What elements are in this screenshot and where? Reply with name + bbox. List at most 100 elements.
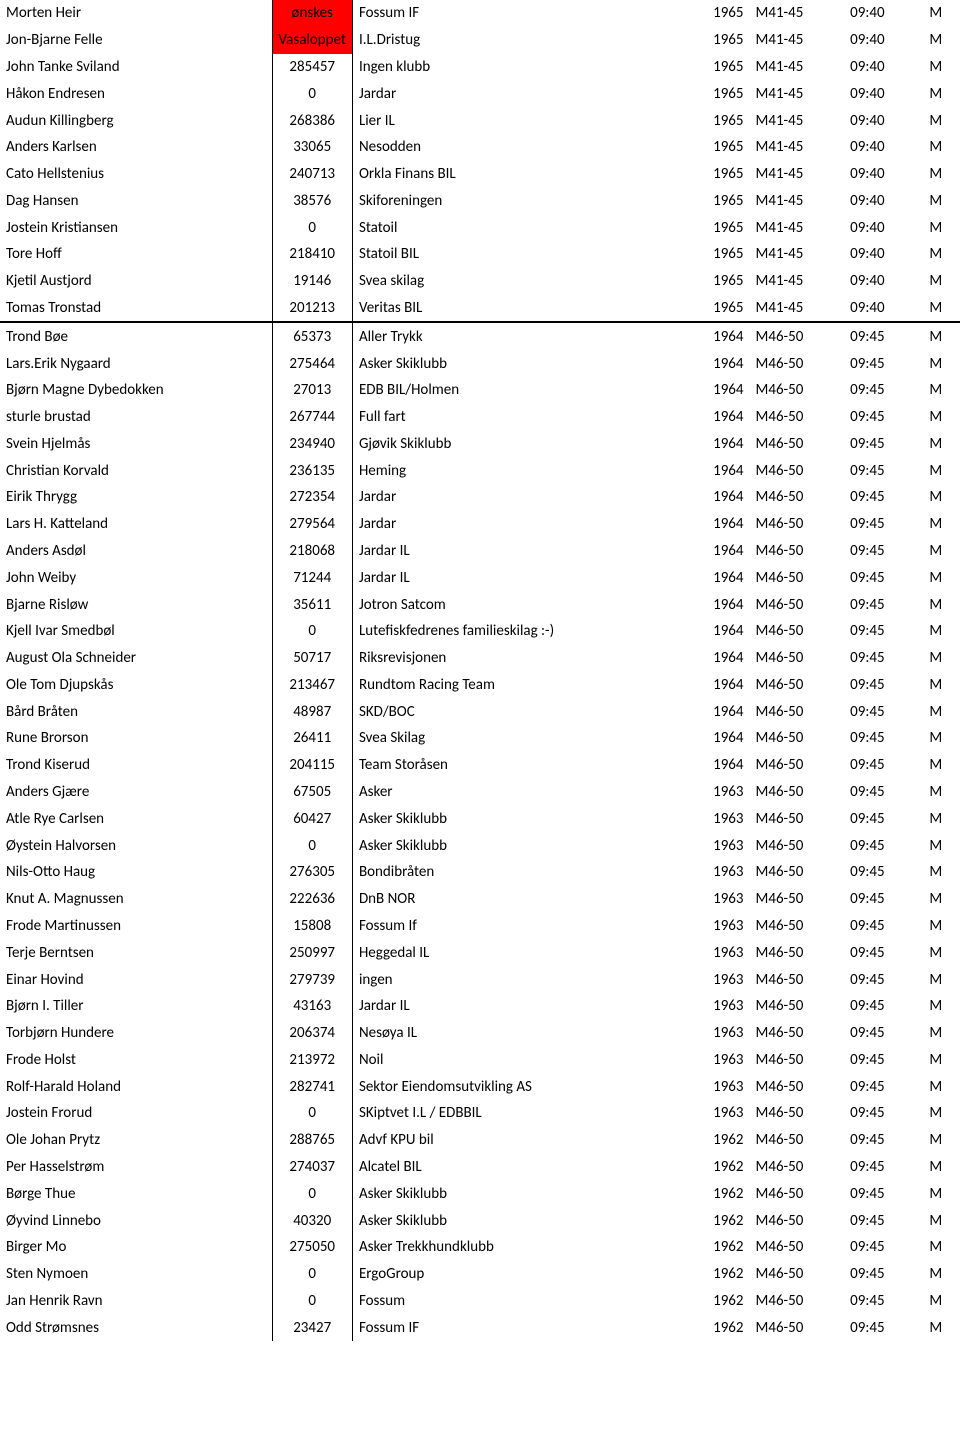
cell-gender: M <box>918 538 960 565</box>
cell-number: ønskes <box>272 0 352 27</box>
cell-class: M46-50 <box>750 1207 845 1234</box>
cell-time: 09:45 <box>844 618 917 645</box>
cell-gender: M <box>918 54 960 81</box>
cell-class: M46-50 <box>750 1234 845 1261</box>
cell-year: 1964 <box>682 457 749 484</box>
cell-name: Sten Nymoen <box>0 1261 272 1288</box>
cell-class: M46-50 <box>750 832 845 859</box>
cell-time: 09:45 <box>844 832 917 859</box>
cell-number: 48987 <box>272 698 352 725</box>
table-row: Einar Hovind279739ingen1963M46-5009:45M <box>0 966 960 993</box>
table-row: Frode Holst213972Noil1963M46-5009:45M <box>0 1046 960 1073</box>
cell-club: Asker Skiklubb <box>352 1180 682 1207</box>
cell-club: SKD/BOC <box>352 698 682 725</box>
cell-time: 09:40 <box>844 187 917 214</box>
cell-club: Jardar <box>352 511 682 538</box>
table-row: Tomas Tronstad201213Veritas BIL1965M41-4… <box>0 295 960 323</box>
cell-name: sturle brustad <box>0 404 272 431</box>
cell-year: 1965 <box>682 241 749 268</box>
cell-number: 65373 <box>272 322 352 350</box>
cell-year: 1964 <box>682 404 749 431</box>
cell-gender: M <box>918 1207 960 1234</box>
cell-class: M46-50 <box>750 618 845 645</box>
cell-club: Heming <box>352 457 682 484</box>
cell-year: 1964 <box>682 538 749 565</box>
cell-class: M46-50 <box>750 725 845 752</box>
cell-number: 0 <box>272 1180 352 1207</box>
cell-year: 1962 <box>682 1154 749 1181</box>
cell-gender: M <box>918 725 960 752</box>
cell-year: 1963 <box>682 859 749 886</box>
table-row: Trond Bøe65373Aller Trykk1964M46-5009:45… <box>0 322 960 350</box>
cell-class: M46-50 <box>750 564 845 591</box>
cell-year: 1965 <box>682 0 749 27</box>
table-row: Tore Hoff218410Statoil BIL1965M41-4509:4… <box>0 241 960 268</box>
cell-gender: M <box>918 939 960 966</box>
cell-gender: M <box>918 966 960 993</box>
cell-club: Asker Skiklubb <box>352 1207 682 1234</box>
cell-name: Atle Rye Carlsen <box>0 805 272 832</box>
cell-name: Svein Hjelmås <box>0 431 272 458</box>
cell-gender: M <box>918 913 960 940</box>
cell-year: 1963 <box>682 1073 749 1100</box>
cell-class: M41-45 <box>750 241 845 268</box>
cell-number: 0 <box>272 1288 352 1315</box>
cell-class: M41-45 <box>750 268 845 295</box>
cell-year: 1963 <box>682 832 749 859</box>
cell-gender: M <box>918 1046 960 1073</box>
cell-club: Skiforeningen <box>352 187 682 214</box>
cell-name: John Weiby <box>0 564 272 591</box>
cell-gender: M <box>918 27 960 54</box>
cell-club: Asker <box>352 779 682 806</box>
cell-name: Einar Hovind <box>0 966 272 993</box>
cell-club: Gjøvik Skiklubb <box>352 431 682 458</box>
cell-gender: M <box>918 1288 960 1315</box>
cell-year: 1965 <box>682 161 749 188</box>
cell-name: Frode Martinussen <box>0 913 272 940</box>
cell-year: 1965 <box>682 54 749 81</box>
cell-class: M41-45 <box>750 214 845 241</box>
cell-gender: M <box>918 161 960 188</box>
cell-number: 268386 <box>272 107 352 134</box>
cell-gender: M <box>918 268 960 295</box>
cell-name: Tomas Tronstad <box>0 295 272 323</box>
cell-year: 1963 <box>682 1100 749 1127</box>
cell-gender: M <box>918 134 960 161</box>
cell-time: 09:45 <box>844 966 917 993</box>
cell-year: 1965 <box>682 214 749 241</box>
cell-club: Fossum IF <box>352 0 682 27</box>
cell-gender: M <box>918 484 960 511</box>
cell-class: M46-50 <box>750 859 845 886</box>
table-row: Dag Hansen38576Skiforeningen1965M41-4509… <box>0 187 960 214</box>
cell-number: 250997 <box>272 939 352 966</box>
cell-club: Statoil <box>352 214 682 241</box>
cell-class: M46-50 <box>750 591 845 618</box>
cell-gender: M <box>918 1261 960 1288</box>
cell-name: Håkon Endresen <box>0 80 272 107</box>
cell-class: M46-50 <box>750 1046 845 1073</box>
cell-name: Ole Tom Djupskås <box>0 672 272 699</box>
cell-number: 285457 <box>272 54 352 81</box>
cell-number: 275050 <box>272 1234 352 1261</box>
cell-number: 0 <box>272 1261 352 1288</box>
cell-year: 1964 <box>682 752 749 779</box>
cell-gender: M <box>918 80 960 107</box>
cell-year: 1963 <box>682 966 749 993</box>
cell-name: Audun Killingberg <box>0 107 272 134</box>
cell-number: 23427 <box>272 1314 352 1341</box>
table-row: Eirik Thrygg272354Jardar1964M46-5009:45M <box>0 484 960 511</box>
cell-club: Lier IL <box>352 107 682 134</box>
cell-name: Birger Mo <box>0 1234 272 1261</box>
cell-number: 279564 <box>272 511 352 538</box>
cell-time: 09:45 <box>844 1234 917 1261</box>
cell-gender: M <box>918 832 960 859</box>
cell-club: Lutefiskfedrenes familieskilag :-) <box>352 618 682 645</box>
cell-number: 276305 <box>272 859 352 886</box>
cell-year: 1965 <box>682 134 749 161</box>
cell-gender: M <box>918 672 960 699</box>
cell-gender: M <box>918 1314 960 1341</box>
cell-year: 1963 <box>682 993 749 1020</box>
table-row: Torbjørn Hundere206374Nesøya IL1963M46-5… <box>0 1020 960 1047</box>
cell-gender: M <box>918 1127 960 1154</box>
cell-time: 09:45 <box>844 725 917 752</box>
